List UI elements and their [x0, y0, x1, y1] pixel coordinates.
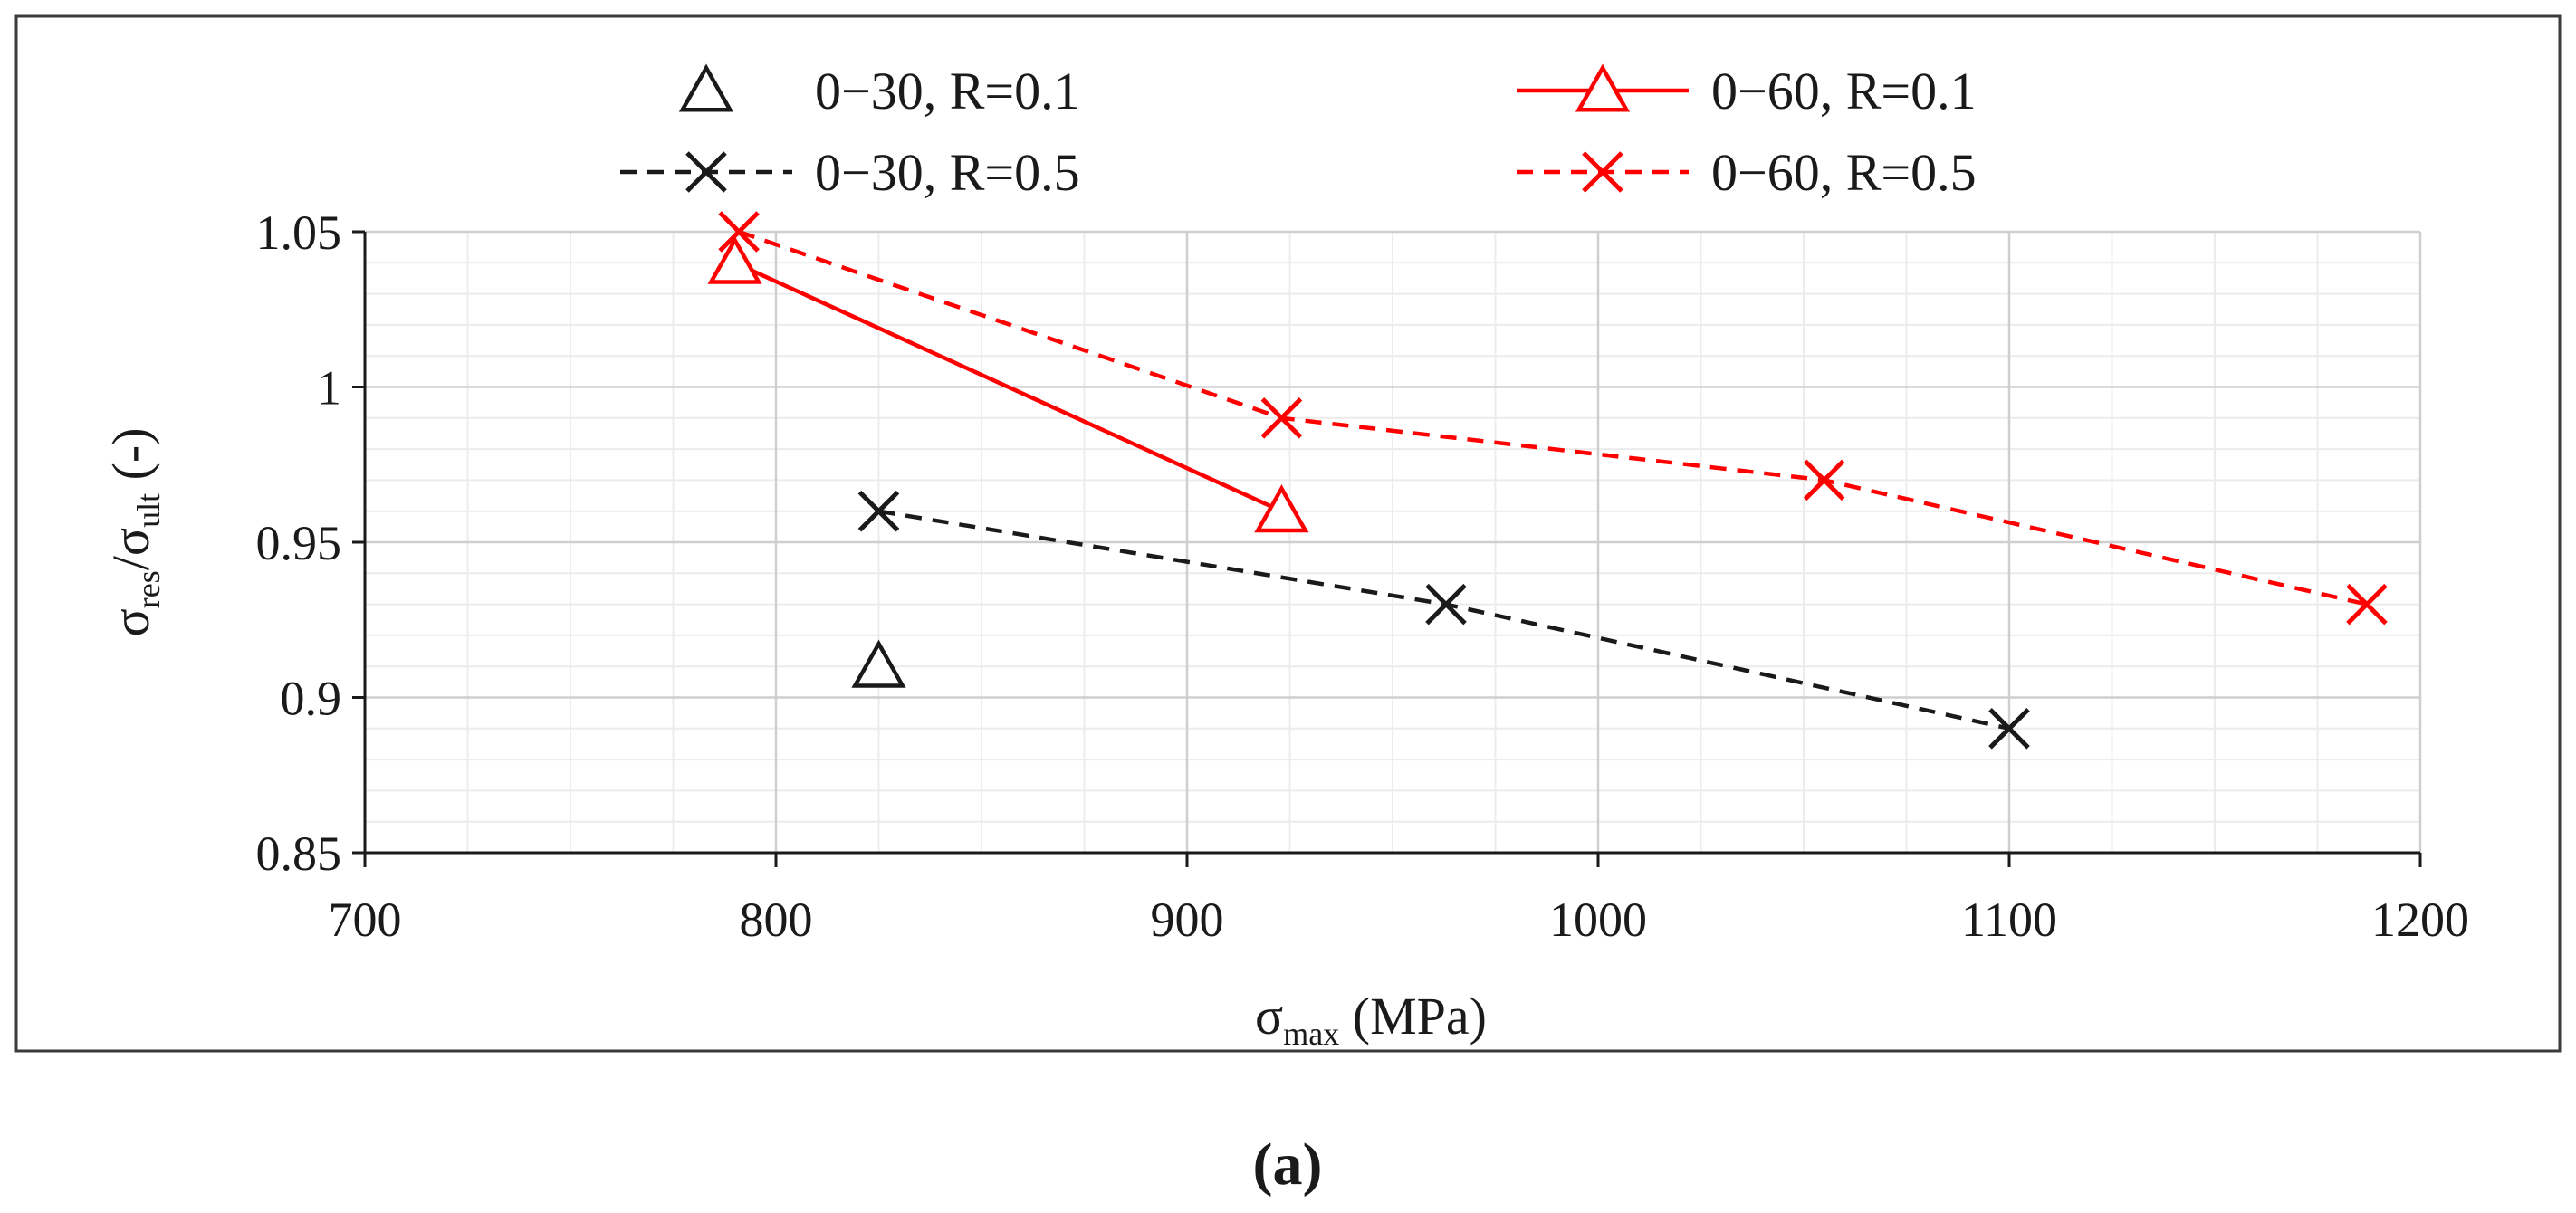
legend-label: 0−30, R=0.5 — [815, 143, 1080, 202]
legend-item-3: 0−60, R=0.5 — [1517, 143, 1977, 202]
data-point-cross — [685, 151, 727, 193]
y-tick-label: 0.95 — [256, 516, 342, 570]
data-point-cross — [1803, 459, 1845, 501]
x-axis-unit: (MPa) — [1339, 987, 1487, 1046]
series-2 — [857, 490, 2030, 750]
y-axis-subscript-1: res — [130, 570, 167, 608]
figure-frame — [14, 14, 2562, 1053]
legend-label: 0−60, R=0.5 — [1711, 143, 1977, 202]
axes: 700 800 900 1000 1100 1200 0.85 0.9 0.95 1 1.05 — [256, 205, 2470, 947]
series-1 — [707, 235, 1309, 533]
legend-item-1: 0−60, R=0.1 — [1517, 62, 1977, 120]
data-point-cross — [1582, 151, 1623, 193]
series-line — [733, 261, 1283, 513]
data-point-cross — [857, 490, 900, 532]
x-tick-label: 800 — [740, 893, 813, 947]
data-point-triangle — [851, 639, 906, 688]
data-point-triangle — [678, 63, 734, 112]
y-axis-symbol-2: σ — [101, 528, 160, 556]
figure-caption: (a) — [1253, 1132, 1323, 1198]
data-point-cross — [2346, 583, 2388, 626]
legend-item-2: 0−30, R=0.5 — [620, 143, 1080, 202]
x-tick-label: 1100 — [1961, 893, 2057, 947]
y-axis-unit: (-) — [101, 427, 160, 492]
data-point-cross — [1425, 583, 1467, 626]
legend-label: 0−60, R=0.1 — [1711, 62, 1977, 120]
y-tick-label: 0.9 — [281, 672, 342, 726]
y-axis-subscript-2: ult — [130, 493, 167, 528]
y-axis-symbol-1: σ — [101, 608, 160, 636]
y-axis-slash: / — [101, 555, 160, 570]
x-axis-subscript: max — [1283, 1016, 1339, 1052]
data-point-triangle — [707, 235, 762, 284]
major-grid — [365, 230, 2422, 853]
legend-item-0: 0−30, R=0.1 — [678, 62, 1080, 120]
x-tick-label: 1200 — [2371, 893, 2469, 947]
legend-label: 0−30, R=0.1 — [815, 62, 1080, 120]
series-line — [738, 229, 2368, 606]
data-point-cross — [1260, 397, 1303, 439]
y-axis-title: σres/σult (-) — [101, 427, 167, 636]
x-tick-label: 700 — [329, 893, 402, 947]
y-tick-label: 0.85 — [256, 826, 342, 881]
y-tick-label: 1.05 — [256, 205, 342, 260]
data-point-triangle — [1575, 63, 1631, 112]
x-axis-title: σmax (MPa) — [1255, 987, 1487, 1052]
x-tick-label: 1000 — [1549, 893, 1647, 947]
series-layer — [707, 211, 2388, 750]
y-tick-label: 1 — [317, 361, 341, 415]
data-point-cross — [1988, 708, 2030, 750]
series-0 — [851, 639, 906, 688]
x-axis-symbol: σ — [1255, 987, 1283, 1046]
series-3 — [718, 211, 2388, 626]
data-point-triangle — [1254, 484, 1309, 533]
data-point-cross — [718, 211, 760, 253]
x-tick-label: 900 — [1151, 893, 1224, 947]
legend: 0−30, R=0.1 0−60, R=0.1 0−30, R=0.5 0−60, R… — [620, 62, 1977, 202]
